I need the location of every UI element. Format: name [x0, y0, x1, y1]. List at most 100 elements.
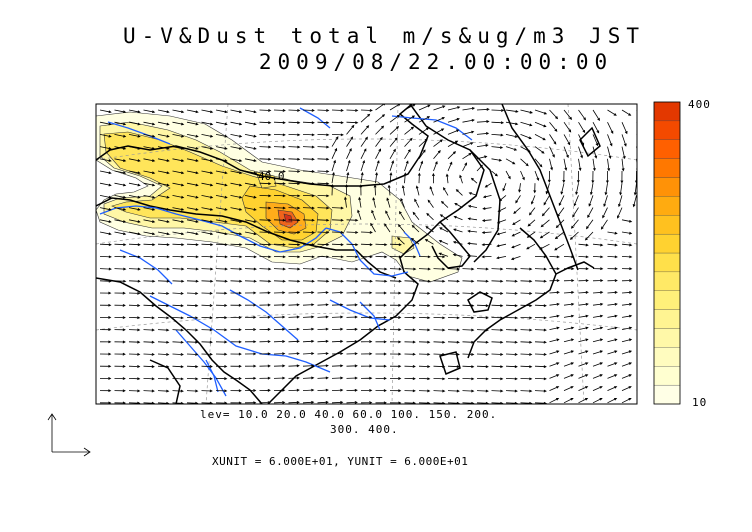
wind-arrow — [520, 316, 533, 320]
wind-arrow — [429, 185, 434, 196]
wind-arrow — [476, 267, 489, 271]
wind-arrow — [331, 364, 344, 368]
wind-arrow — [578, 109, 587, 121]
wind-arrow — [440, 200, 449, 208]
wind-arrow — [496, 231, 507, 236]
wind-arrow — [273, 121, 286, 125]
wind-arrow — [360, 125, 370, 135]
wind-arrow — [375, 160, 380, 172]
wind-arrow — [607, 231, 618, 235]
wind-arrow — [370, 222, 376, 233]
wind-arrow — [244, 134, 257, 138]
wind-arrow — [331, 109, 344, 112]
wind-arrow — [418, 267, 431, 271]
wind-arrow — [375, 171, 378, 184]
wind-arrow — [143, 279, 156, 283]
wind-arrow — [302, 388, 315, 392]
wind-arrow — [527, 219, 536, 227]
wind-arrow — [462, 316, 475, 320]
wind-arrow — [462, 328, 475, 332]
wind-arrow — [215, 291, 228, 295]
wind-arrow — [346, 243, 359, 247]
wind-arrow — [385, 210, 391, 220]
wind-arrow — [607, 243, 618, 247]
wind-arrow — [563, 326, 575, 330]
wind-arrow — [346, 279, 359, 283]
wind-arrow — [607, 290, 618, 294]
wind-arrow — [560, 183, 565, 195]
wind-arrow — [215, 182, 228, 187]
wind-arrow — [403, 172, 407, 184]
wind-arrow — [549, 386, 560, 391]
wind-arrow — [244, 231, 257, 236]
colorbar-swatch — [653, 101, 681, 122]
wind-arrow — [431, 172, 435, 184]
wind-arrow — [128, 267, 141, 271]
wind-arrow — [143, 182, 156, 187]
wind-arrow — [273, 364, 286, 368]
wind-arrow — [607, 122, 614, 135]
wind-arrow — [511, 231, 521, 237]
wind-arrow — [510, 256, 521, 261]
wind-arrow — [230, 352, 242, 356]
wind-arrow — [259, 243, 272, 247]
wind-arrow — [346, 159, 351, 172]
wind-arrow — [128, 352, 141, 356]
wind-arrow — [288, 109, 301, 112]
wind-arrow — [578, 290, 589, 294]
wind-arrow — [302, 182, 315, 186]
wind-arrow — [468, 192, 478, 196]
wind-arrow — [360, 352, 373, 356]
wind-arrow — [143, 377, 155, 381]
wind-arrow — [491, 377, 504, 381]
wind-arrow — [360, 376, 373, 380]
wind-arrow — [288, 400, 300, 404]
wind-arrow — [302, 194, 315, 198]
wind-arrow — [288, 231, 301, 234]
wind-arrow — [502, 183, 507, 192]
wind-arrow — [331, 171, 335, 184]
wind-arrow — [172, 170, 185, 175]
wind-arrow — [520, 134, 532, 140]
wind-arrow — [331, 231, 344, 234]
wind-arrow — [634, 170, 637, 184]
wind-arrow — [375, 279, 388, 283]
wind-arrow — [476, 316, 489, 320]
wind-arrow — [433, 328, 446, 332]
wind-arrow — [491, 389, 504, 393]
wind-arrow — [302, 376, 315, 380]
wind-arrow — [476, 132, 490, 135]
wind-arrow — [433, 160, 438, 172]
wind-arrow — [273, 218, 286, 222]
wind-arrow — [128, 195, 141, 199]
wind-arrow — [418, 365, 431, 368]
wind-arrow — [389, 114, 401, 123]
wind-arrow — [534, 328, 547, 332]
wind-arrow — [520, 146, 531, 153]
wind-arrow — [452, 241, 463, 245]
wind-arrow — [470, 177, 478, 184]
wind-arrow — [273, 255, 286, 259]
wind-arrow — [621, 314, 633, 318]
wind-arrow — [505, 170, 511, 180]
wind-arrow — [520, 304, 533, 308]
colorbar — [653, 101, 681, 405]
wind-arrow — [346, 255, 359, 259]
wind-arrow — [467, 204, 478, 208]
wind-arrow — [375, 364, 387, 368]
wind-arrow — [491, 340, 504, 344]
wind-arrow — [636, 341, 637, 343]
wind-arrow — [273, 388, 286, 392]
wind-arrow — [578, 326, 589, 330]
wind-arrow — [273, 279, 286, 283]
wind-arrow — [534, 340, 547, 344]
wind-arrow — [462, 377, 475, 381]
wind-arrow — [259, 291, 271, 295]
wind-arrow — [404, 365, 416, 368]
wind-arrow — [539, 231, 550, 239]
colorbar-swatch — [653, 177, 681, 197]
wind-arrow — [418, 340, 431, 344]
wind-arrow — [462, 267, 475, 271]
wind-arrow — [331, 388, 344, 392]
